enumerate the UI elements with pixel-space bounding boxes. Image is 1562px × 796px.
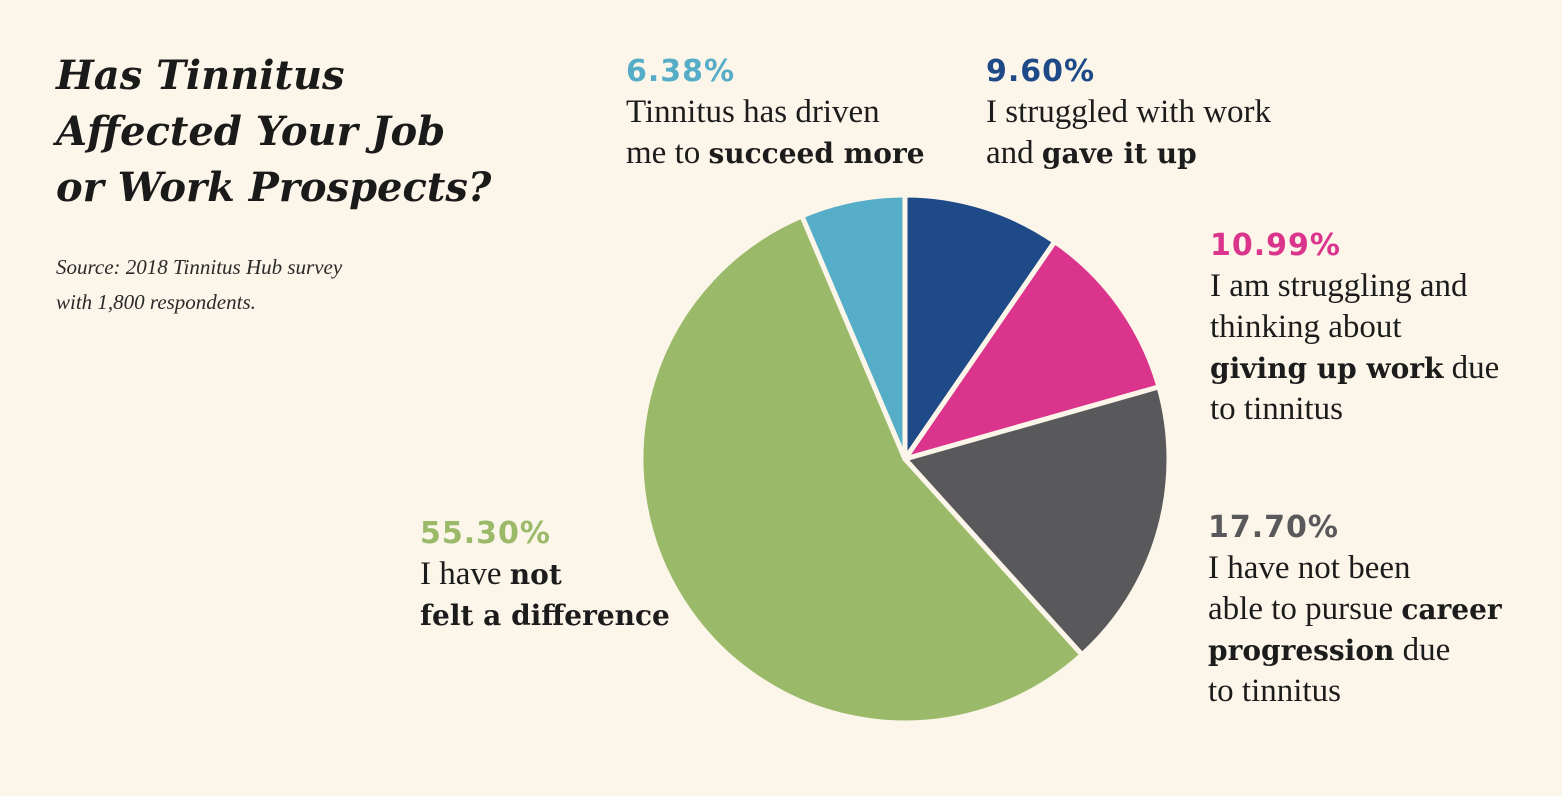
label-emphasis: giving up work	[1210, 352, 1444, 385]
label-text: able to pursue	[1208, 591, 1402, 627]
label-percent: 17.70%	[1208, 510, 1339, 545]
title-line: or Work Prospects?	[56, 164, 492, 211]
label-text: due	[1394, 632, 1451, 668]
pie-slice-2	[902, 384, 1172, 658]
label-percent: 6.38%	[626, 54, 736, 89]
label-emphasis: career	[1401, 593, 1502, 626]
label-line: Tinnitus has driven	[626, 94, 880, 130]
label-percent: 55.30%	[420, 516, 551, 551]
source-note: Source: 2018 Tinnitus Hub survey with 1,…	[56, 250, 342, 320]
label-gave-it-up: 9.60% I struggled with work and gave it …	[986, 52, 1271, 174]
pie-slice-3	[638, 213, 1085, 726]
label-percent: 9.60%	[986, 54, 1096, 89]
label-line: I struggled with work	[986, 94, 1272, 130]
label-emphasis: felt a difference	[420, 599, 670, 632]
source-line: with 1,800 respondents.	[56, 290, 256, 314]
label-emphasis: not	[509, 558, 562, 591]
label-no-difference: 55.30% I have not felt a difference	[420, 514, 670, 636]
label-text: and	[986, 135, 1042, 171]
pie-slice-0	[902, 192, 1058, 462]
chart-title: Has Tinnitus Affected Your Job or Work P…	[56, 48, 491, 216]
label-career-progression: 17.70% I have not been able to pursue ca…	[1208, 508, 1502, 712]
label-emphasis: succeed more	[708, 137, 925, 170]
label-succeed-more: 6.38% Tinnitus has driven me to succeed …	[626, 52, 925, 174]
source-line: Source: 2018 Tinnitus Hub survey	[56, 255, 343, 279]
label-text: I have	[420, 556, 510, 592]
title-line: Affected Your Job	[56, 108, 446, 155]
label-line: to tinnitus	[1208, 673, 1341, 709]
label-giving-up-work: 10.99% I am struggling and thinking abou…	[1210, 226, 1499, 430]
pie-slice-4	[799, 192, 908, 462]
label-emphasis: progression	[1208, 634, 1395, 667]
label-percent: 10.99%	[1210, 228, 1341, 263]
label-line: thinking about	[1210, 309, 1402, 345]
label-line: I have not been	[1208, 550, 1411, 586]
title-line: Has Tinnitus	[56, 52, 345, 99]
label-text: due	[1443, 350, 1500, 386]
label-text: me to	[626, 135, 709, 171]
label-emphasis: gave it up	[1041, 137, 1197, 170]
label-line: I am struggling and	[1210, 268, 1468, 304]
label-line: to tinnitus	[1210, 391, 1343, 427]
